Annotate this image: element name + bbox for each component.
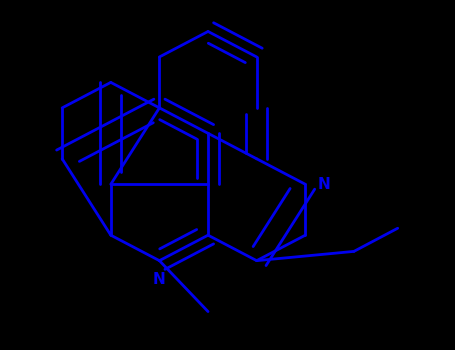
Text: N: N bbox=[318, 177, 330, 192]
Text: N: N bbox=[153, 272, 166, 287]
